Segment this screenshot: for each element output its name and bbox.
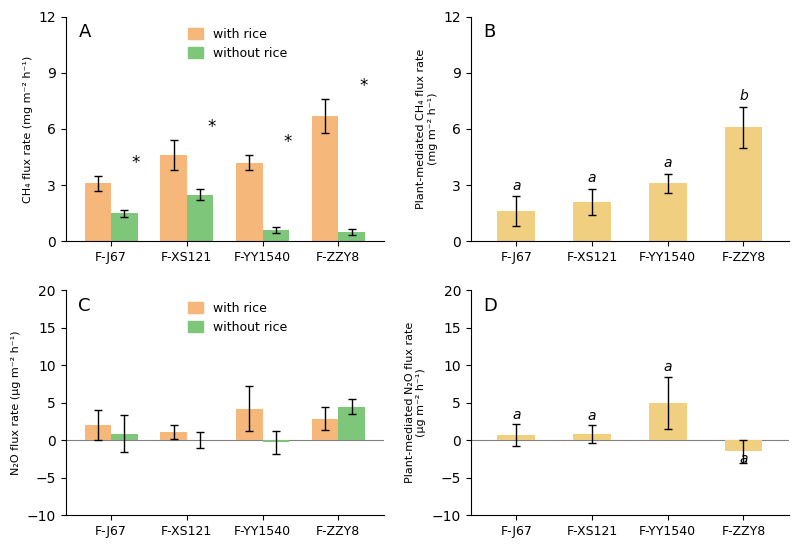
Bar xyxy=(85,424,111,440)
Text: *: * xyxy=(208,119,216,137)
Text: A: A xyxy=(78,24,90,41)
Bar xyxy=(573,202,611,242)
Bar xyxy=(312,116,338,242)
Bar xyxy=(160,432,187,440)
Bar xyxy=(111,213,138,242)
Bar xyxy=(160,155,187,242)
Bar xyxy=(498,435,535,440)
Text: a: a xyxy=(739,452,748,467)
Text: B: B xyxy=(483,24,496,41)
Text: a: a xyxy=(663,156,672,170)
Legend: with rice, without rice: with rice, without rice xyxy=(183,23,293,65)
Y-axis label: Plant-mediated N₂O flux rate
(μg m⁻² h⁻¹): Plant-mediated N₂O flux rate (μg m⁻² h⁻¹… xyxy=(405,322,426,484)
Bar xyxy=(725,127,762,242)
Text: a: a xyxy=(512,407,521,422)
Bar xyxy=(573,434,611,440)
Text: a: a xyxy=(588,409,596,423)
Text: *: * xyxy=(132,154,140,172)
Bar xyxy=(725,440,762,451)
Text: a: a xyxy=(663,360,672,374)
Bar xyxy=(236,163,262,242)
Text: b: b xyxy=(739,89,748,103)
Bar xyxy=(85,183,111,242)
Bar xyxy=(262,230,289,242)
Y-axis label: Plant-mediated CH₄ flux rate
(mg m⁻² h⁻¹): Plant-mediated CH₄ flux rate (mg m⁻² h⁻¹… xyxy=(416,49,438,209)
Bar xyxy=(649,403,686,440)
Text: a: a xyxy=(512,178,521,193)
Bar xyxy=(262,440,289,442)
Bar xyxy=(498,211,535,242)
Text: C: C xyxy=(78,297,91,315)
Legend: with rice, without rice: with rice, without rice xyxy=(183,296,293,339)
Bar xyxy=(338,407,365,440)
Text: *: * xyxy=(359,77,367,96)
Bar xyxy=(111,434,138,440)
Y-axis label: CH₄ flux rate (mg m⁻² h⁻¹): CH₄ flux rate (mg m⁻² h⁻¹) xyxy=(22,55,33,203)
Bar xyxy=(649,183,686,242)
Bar xyxy=(338,232,365,242)
Text: D: D xyxy=(483,297,498,315)
Bar xyxy=(187,194,214,242)
Bar xyxy=(312,418,338,440)
Y-axis label: N₂O flux rate (μg m⁻² h⁻¹): N₂O flux rate (μg m⁻² h⁻¹) xyxy=(11,330,21,475)
Text: *: * xyxy=(283,133,292,152)
Text: a: a xyxy=(588,171,596,185)
Bar xyxy=(236,409,262,440)
